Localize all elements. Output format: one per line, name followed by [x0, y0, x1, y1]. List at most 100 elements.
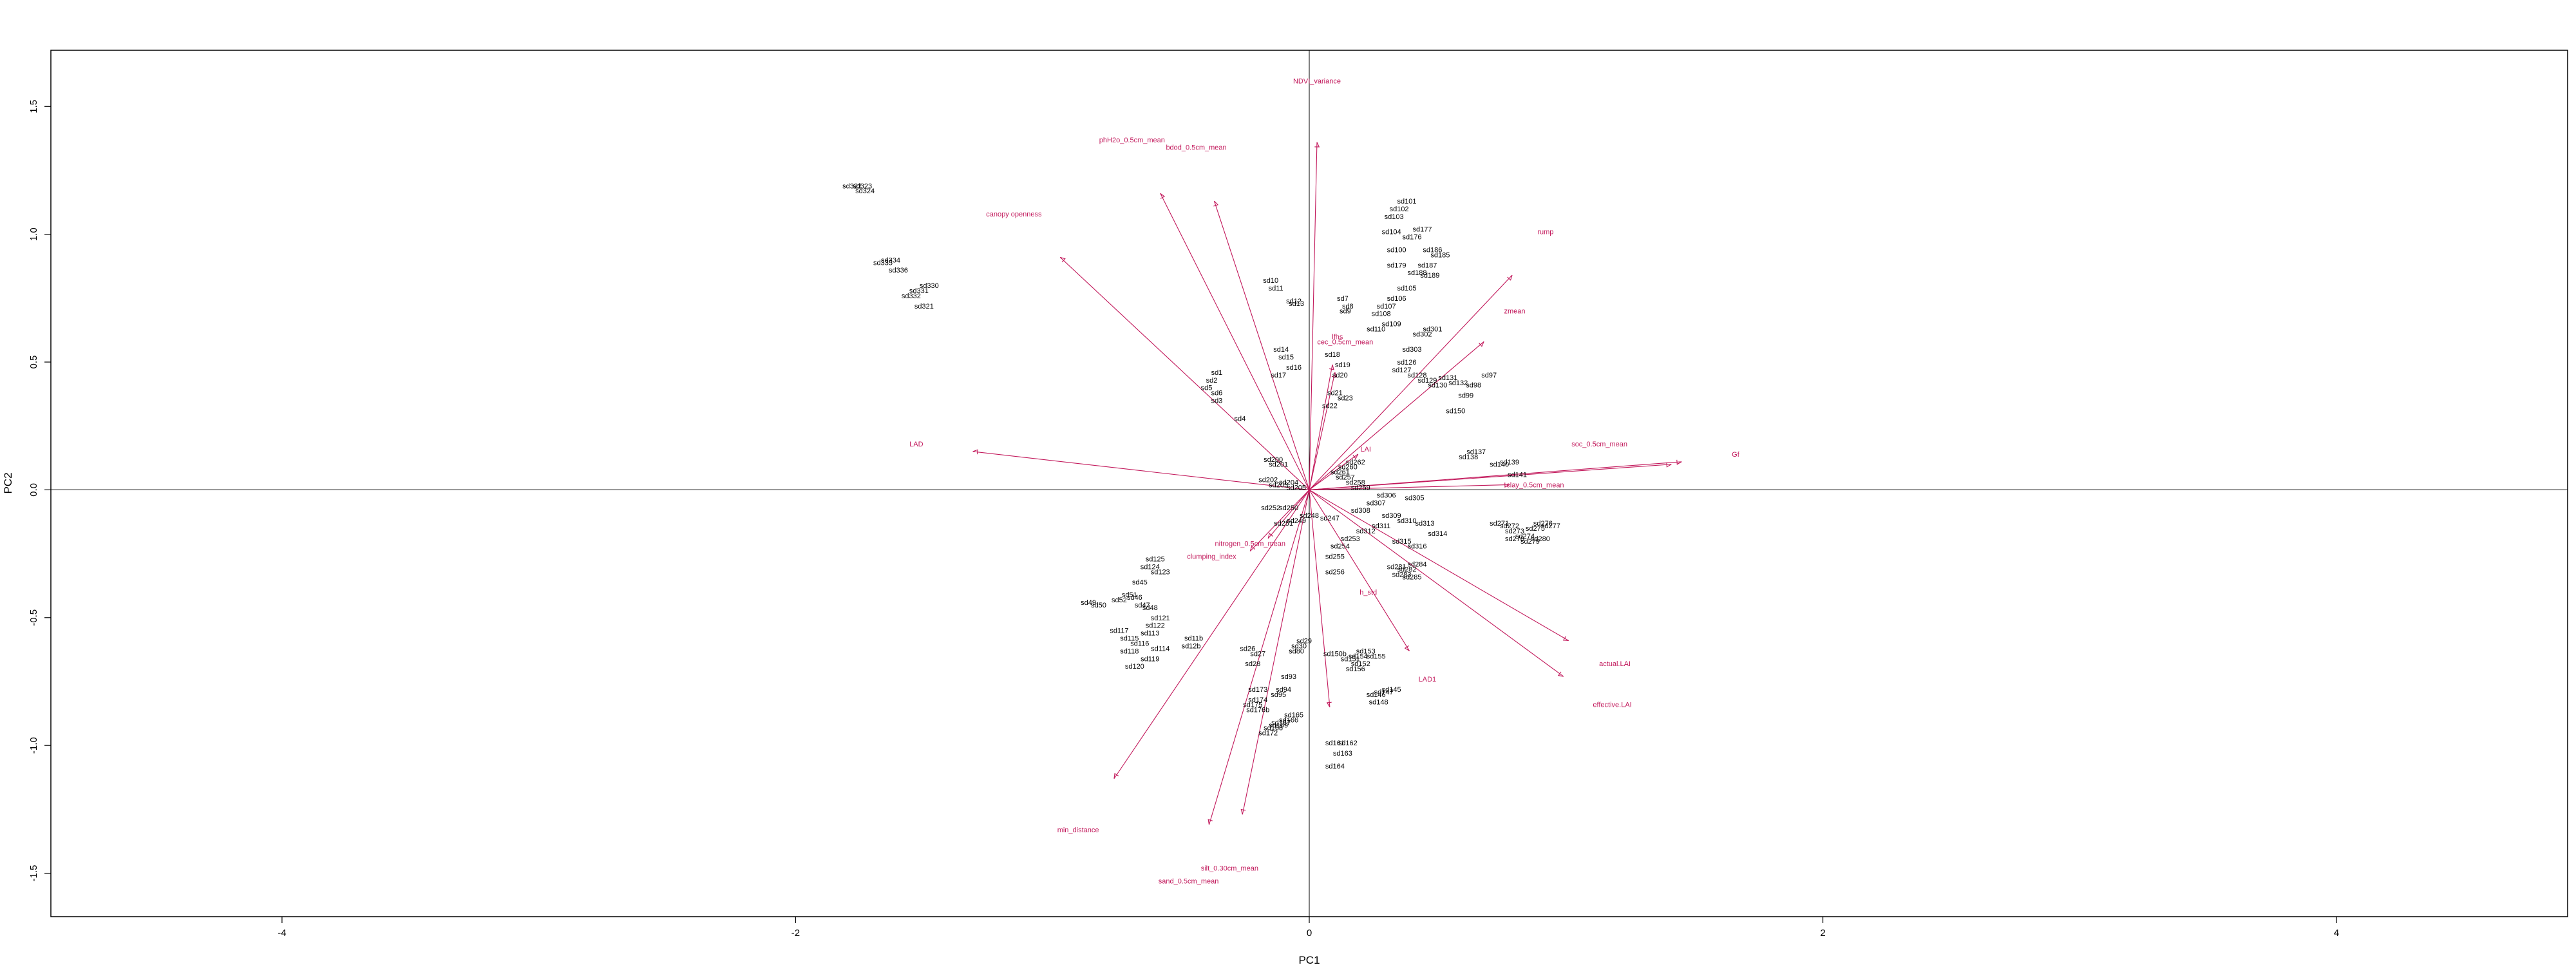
observation-label: sd253: [1341, 535, 1360, 543]
observation-label: sd330: [920, 282, 939, 290]
observation-label: sd277: [1541, 522, 1560, 530]
loading-label: canopy openness: [986, 211, 1042, 218]
observation-label: sd165: [1284, 712, 1303, 720]
y-axis-title: PC2: [2, 472, 14, 493]
observation-label: sd100: [1387, 246, 1406, 254]
observation-label: sd13: [1289, 300, 1304, 308]
observation-label: sd169: [1269, 721, 1288, 729]
y-tick-label: 0.5: [28, 356, 39, 369]
loading-label: rump: [1537, 229, 1553, 236]
observation-label: sd107: [1377, 303, 1396, 310]
observation-label: sd50: [1091, 602, 1106, 609]
observation-label: sd12: [1286, 298, 1302, 305]
loading-arrowhead: [1267, 533, 1273, 539]
observation-label: sd257: [1336, 474, 1355, 482]
observation-label: sd4: [1234, 415, 1245, 423]
x-axis-title: PC1: [1298, 954, 1320, 966]
observation-label: sd115: [1120, 635, 1139, 643]
axes: -4 -2 0 2 4 -1.5 -1.0 -0.5 0.0 0.5 1.0 1.5: [28, 100, 2339, 939]
observation-label: sd110: [1367, 325, 1385, 333]
loading-arrow: [1309, 461, 1682, 490]
observation-label: sd179: [1387, 262, 1406, 269]
loading-arrowhead: [1331, 372, 1337, 378]
loading-label: clumping_index: [1187, 553, 1236, 561]
observation-label: sd28: [1245, 660, 1260, 668]
observation-label: sd201: [1269, 461, 1288, 469]
observation-label: sd113: [1141, 630, 1159, 638]
loading-arrowhead: [1507, 274, 1513, 281]
loading-label: sand_0.5cm_mean: [1159, 877, 1219, 885]
observation-label: sd285: [1403, 573, 1422, 581]
observation-label: sd23: [1338, 395, 1353, 403]
observation-label: sd279: [1520, 538, 1540, 546]
loading-arrow: [1309, 489, 1564, 677]
observation-label: sd126: [1397, 359, 1417, 367]
loading-arrowhead: [1676, 459, 1682, 465]
observation-label: sd205: [1287, 484, 1306, 492]
observation-label: sd132: [1448, 379, 1468, 387]
observation-label: sd252: [1261, 504, 1280, 512]
loading-arrow: [1309, 490, 1331, 707]
observation-label: sd116: [1130, 640, 1149, 647]
observation-label: sd20: [1332, 372, 1348, 379]
observation-label: sd202: [1258, 477, 1278, 484]
observation-label: sd51: [1122, 591, 1137, 599]
loading-arrowhead: [1479, 341, 1484, 347]
observation-label: sd335: [873, 259, 893, 267]
observation-label: sd188: [1407, 269, 1426, 277]
loading-arrow: [1249, 490, 1310, 552]
observation-label: sd161: [1325, 740, 1345, 747]
loading-arrowhead: [1314, 142, 1320, 148]
observation-label: sd130: [1428, 382, 1447, 390]
observation-label: sd251: [1274, 520, 1293, 528]
observation-label: sd332: [902, 292, 921, 300]
observation-label: sd280: [1531, 535, 1550, 543]
observation-label: sd275: [1526, 525, 1545, 533]
observation-label: sd19: [1335, 361, 1350, 369]
observation-label: sd316: [1407, 543, 1426, 551]
loading-arrowhead: [1404, 645, 1410, 651]
loading-arrow: [1208, 490, 1310, 825]
loading-label: zmean: [1504, 308, 1526, 316]
observation-label: sd155: [1367, 653, 1386, 660]
observation-label: sd114: [1151, 645, 1170, 653]
observation-label: sd48: [1142, 604, 1158, 612]
observation-label: sd101: [1397, 198, 1417, 205]
observation-label: sd118: [1120, 647, 1139, 655]
observation-label: sd30: [1291, 642, 1307, 650]
observation-label: sd274: [1515, 533, 1535, 540]
observation-label: sd176b: [1246, 707, 1269, 714]
loading-arrow: [1242, 490, 1310, 815]
observation-label: sd45: [1132, 578, 1148, 586]
observation-label: sd46: [1127, 594, 1142, 602]
observation-label: sd174: [1248, 696, 1267, 704]
observation-label: sd109: [1382, 321, 1401, 329]
loading-label: lfhs: [1332, 333, 1343, 341]
y-tick-label: 1.0: [28, 227, 39, 241]
observation-label: sd15: [1278, 354, 1294, 361]
observation-label: sd1: [1211, 369, 1223, 377]
observation-label: sd261: [1331, 469, 1350, 477]
loading-arrow: [1309, 372, 1336, 490]
observation-label: sd106: [1387, 295, 1406, 303]
observation-label: sd93: [1281, 673, 1296, 681]
observation-label: sd259: [1351, 484, 1370, 492]
observation-label: sd9: [1340, 308, 1351, 316]
observation-label: sd49: [1081, 599, 1096, 607]
observation-label: sd22: [1322, 402, 1338, 410]
x-tick-label: -4: [278, 928, 286, 939]
loading-arrowhead: [1562, 636, 1569, 642]
observation-label: sd307: [1367, 499, 1386, 507]
observation-label: sd272: [1500, 522, 1519, 530]
observation-label: sd305: [1405, 494, 1425, 502]
loading-label: actual.LAI: [1599, 660, 1631, 668]
loading-label: h_std: [1359, 589, 1377, 597]
observation-label: sd164: [1325, 763, 1345, 770]
observation-label: sd8: [1342, 303, 1354, 310]
observation-label: sd108: [1372, 310, 1391, 318]
observation-label: sd103: [1385, 213, 1404, 221]
loading-arrow: [1309, 489, 1569, 641]
observation-label: sd310: [1397, 517, 1417, 525]
